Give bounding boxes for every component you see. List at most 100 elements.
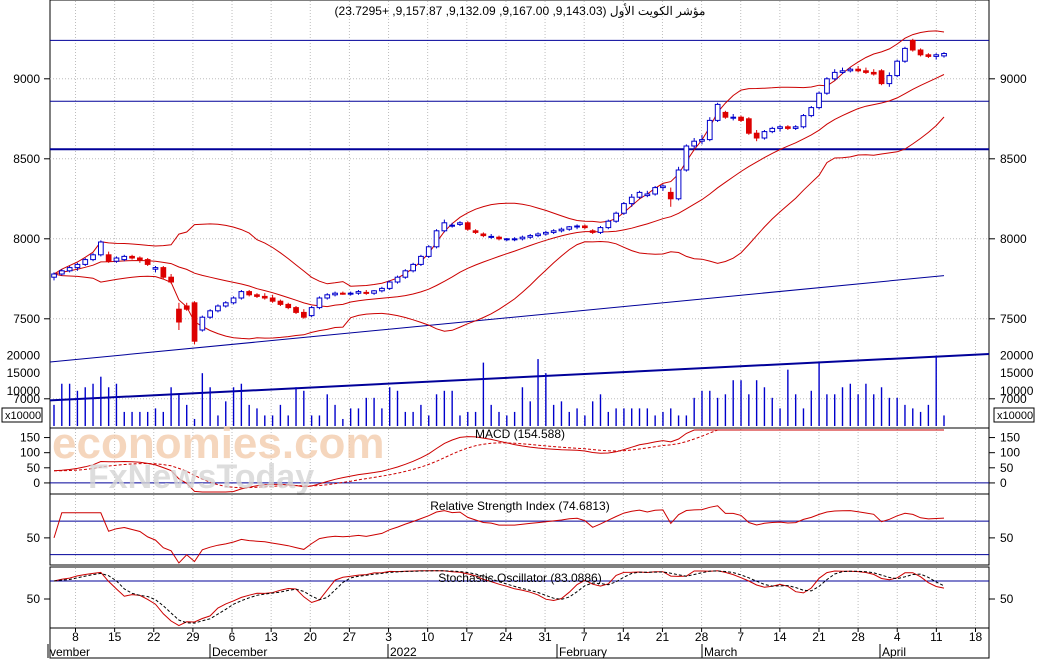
x-tick-label: 29 [186, 630, 200, 644]
rsi-lines [50, 505, 989, 564]
x-tick-label: 17 [460, 630, 474, 644]
stochastic-label: Stochastic Oscillator (83.0886) [438, 571, 601, 585]
volume-scale-label-left: x10000 [5, 410, 41, 422]
candle-body [386, 281, 393, 289]
candle-body [511, 238, 518, 241]
candle-body [527, 235, 534, 238]
stochastic-k-line [53, 570, 945, 627]
candle-body [855, 68, 861, 72]
price-tick-label-right: 7000 [1000, 392, 1027, 406]
long-trend-line [49, 353, 990, 402]
volume-tick-label-left: 15000 [7, 366, 41, 380]
candle-body [433, 230, 440, 248]
x-tick-label: 15 [108, 630, 122, 644]
volume-tick-label-right: 10000 [1000, 384, 1034, 398]
x-tick-label: 28 [851, 630, 865, 644]
x-tick-label: 14 [617, 630, 631, 644]
candle-body [269, 297, 276, 302]
volume-scale-box-left [1, 407, 43, 423]
candle-body [543, 231, 549, 235]
volume-scale-label-right: x10000 [997, 410, 1033, 422]
candle-body [644, 193, 651, 197]
volume-panel: 10000 10000 15000 15000 20000 20000 x10000 x1… [1, 349, 1035, 426]
candle-body [691, 140, 697, 147]
candle-body [683, 145, 690, 171]
watermark: economies.com FxNewsToday [52, 419, 385, 496]
price-tick-label-left: 8000 [13, 232, 40, 246]
candle-body [74, 263, 81, 269]
x-tick-label: 3 [385, 630, 392, 644]
candle-body [261, 295, 268, 299]
candle-body [324, 294, 331, 299]
volume-tick-label-right: 20000 [1000, 349, 1034, 363]
candle-body [816, 92, 822, 109]
candle-body [160, 267, 167, 278]
candle-body [769, 127, 776, 133]
macd-lines [50, 429, 989, 493]
candle-body [941, 53, 947, 57]
candle-body [340, 292, 346, 295]
candle-body [504, 238, 510, 241]
x-tick-label: 4 [894, 630, 901, 644]
candle-body [230, 297, 237, 304]
price-panel-frame [49, 0, 990, 429]
candle-body [238, 291, 245, 299]
candle-body [894, 60, 900, 77]
stochastic-y-axis-right: 50 [989, 592, 1014, 606]
candle-body [761, 131, 768, 139]
tick-label-left: 100 [20, 446, 40, 460]
price-tick-label-left: 8500 [13, 152, 40, 166]
candle-body [621, 203, 627, 214]
candle-body [176, 308, 182, 323]
candle-body [301, 311, 307, 318]
candle-body [785, 126, 791, 129]
bollinger-middle [53, 74, 945, 308]
stochastic-y-axis-left: 50 [27, 592, 50, 606]
candle-body [113, 257, 120, 262]
price-tick-label-left: 9000 [13, 72, 40, 86]
candle-body [277, 300, 284, 305]
candle-body [917, 49, 924, 56]
candle-body [925, 54, 932, 57]
month-label: April [882, 645, 906, 659]
candle-body [254, 294, 260, 297]
candle-body [152, 267, 159, 270]
candle-body [675, 169, 682, 200]
candle-body [582, 225, 588, 229]
candle-body [137, 257, 143, 261]
candle-body [308, 307, 315, 317]
price-tick-label-right: 8000 [1000, 232, 1027, 246]
candle-body [207, 310, 214, 318]
candle-body [82, 259, 89, 265]
candle-body [90, 254, 96, 261]
candle-body [933, 54, 940, 57]
candle-body [730, 116, 737, 119]
watermark-sub: FxNewsToday [88, 458, 314, 496]
candle-body [410, 263, 416, 272]
candle-body [831, 71, 838, 80]
x-tick-label: 21 [812, 630, 826, 644]
candle-body [246, 291, 253, 296]
rsi-y-axis-left: 50 [27, 531, 50, 545]
candle-body [613, 212, 619, 222]
moving-average-line [49, 275, 945, 363]
x-tick-label: 20 [304, 630, 318, 644]
candle-body [496, 236, 502, 240]
macd-signal-line [53, 429, 944, 489]
candle-body [168, 276, 175, 283]
date-axis: 8 15 22 29 6 13 20 27 3 10 17 24 31 7 14 21 28 7 14 21 28 4 11… [47, 627, 990, 659]
x-tick-label: 10 [421, 630, 435, 644]
candle-body [878, 70, 885, 85]
candle-body [792, 126, 799, 129]
candle-body [589, 230, 596, 233]
candle-body [191, 302, 198, 342]
month-label: December [212, 645, 267, 659]
x-tick-label: 8 [72, 630, 79, 644]
candle-body [746, 118, 752, 134]
candle-body [449, 224, 455, 227]
candle-body [293, 307, 299, 313]
price-tick-label-right: 7500 [1000, 312, 1027, 326]
volume-tick-label-left: 20000 [7, 349, 41, 363]
candle-body [847, 68, 854, 72]
